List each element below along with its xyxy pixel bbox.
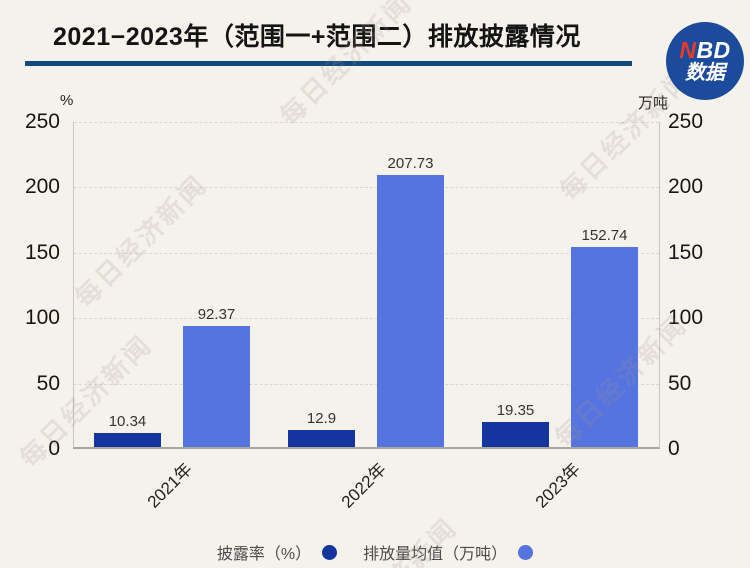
left-axis-tick: 200 (24, 175, 60, 199)
right-axis-tick: 50 (668, 371, 692, 395)
bar-排放量均值（万吨）-2023年 (571, 247, 638, 447)
bar-value-label: 12.9 (306, 410, 337, 427)
gridline (74, 187, 659, 189)
x-axis-label-2022年: 2022年 (337, 459, 390, 512)
right-axis-tick: 0 (668, 437, 680, 460)
legend: 披露率（%） 排放量均值（万吨） (0, 540, 750, 564)
title-underline (25, 61, 632, 66)
x-axis-label-2023年: 2023年 (531, 459, 584, 512)
gridline (74, 122, 659, 123)
nbd-logo-subtext: 数据 (685, 61, 725, 84)
nbd-logo: NBD 数据 (666, 22, 744, 100)
legend-label: 排放量均值（万吨） (363, 546, 508, 563)
bar-value-label: 19.35 (496, 402, 535, 419)
gridline (74, 252, 659, 254)
right-axis-tick: 150 (668, 240, 704, 264)
x-axis-label-2021年: 2021年 (143, 459, 196, 512)
bar-排放量均值（万吨）-2021年 (183, 326, 250, 447)
right-axis-unit-label: 万吨 (638, 95, 669, 112)
left-axis-tick: 100 (24, 306, 60, 330)
legend-item: 排放量均值（万吨） (363, 540, 534, 564)
right-axis-tick: 200 (668, 175, 704, 199)
right-axis-tick: 100 (668, 306, 704, 330)
page-title: 2021−2023年（范围一+范围二）排放披露情况 (53, 23, 581, 51)
legend-dot-icon (518, 544, 534, 560)
bar-披露率（%）-2021年 (94, 433, 161, 447)
left-axis-tick: 0 (48, 437, 60, 460)
legend-item: 披露率（%） (216, 540, 338, 564)
plot-area: 10.34 92.37 12.9 207.73 19.35 152.74 (73, 122, 660, 449)
bar-value-label: 152.74 (581, 227, 628, 244)
bar-value-label: 10.34 (108, 413, 147, 430)
left-axis-tick: 250 (24, 110, 60, 133)
bar-value-label: 207.73 (387, 155, 434, 172)
gridline (74, 318, 659, 320)
bar-排放量均值（万吨）-2022年 (377, 175, 444, 447)
left-axis-tick: 150 (24, 240, 60, 264)
bar-披露率（%）-2022年 (288, 430, 355, 447)
legend-dot-icon (322, 544, 338, 560)
nbd-logo-text: NBD (679, 37, 731, 64)
bar-value-label: 92.37 (197, 306, 236, 323)
legend-label: 披露率（%） (216, 546, 312, 563)
gridline (74, 383, 659, 385)
left-axis-unit-label: % (60, 92, 74, 109)
bar-披露率（%）-2023年 (482, 422, 549, 447)
right-axis-tick: 250 (668, 110, 704, 133)
left-axis-tick: 50 (36, 371, 60, 395)
